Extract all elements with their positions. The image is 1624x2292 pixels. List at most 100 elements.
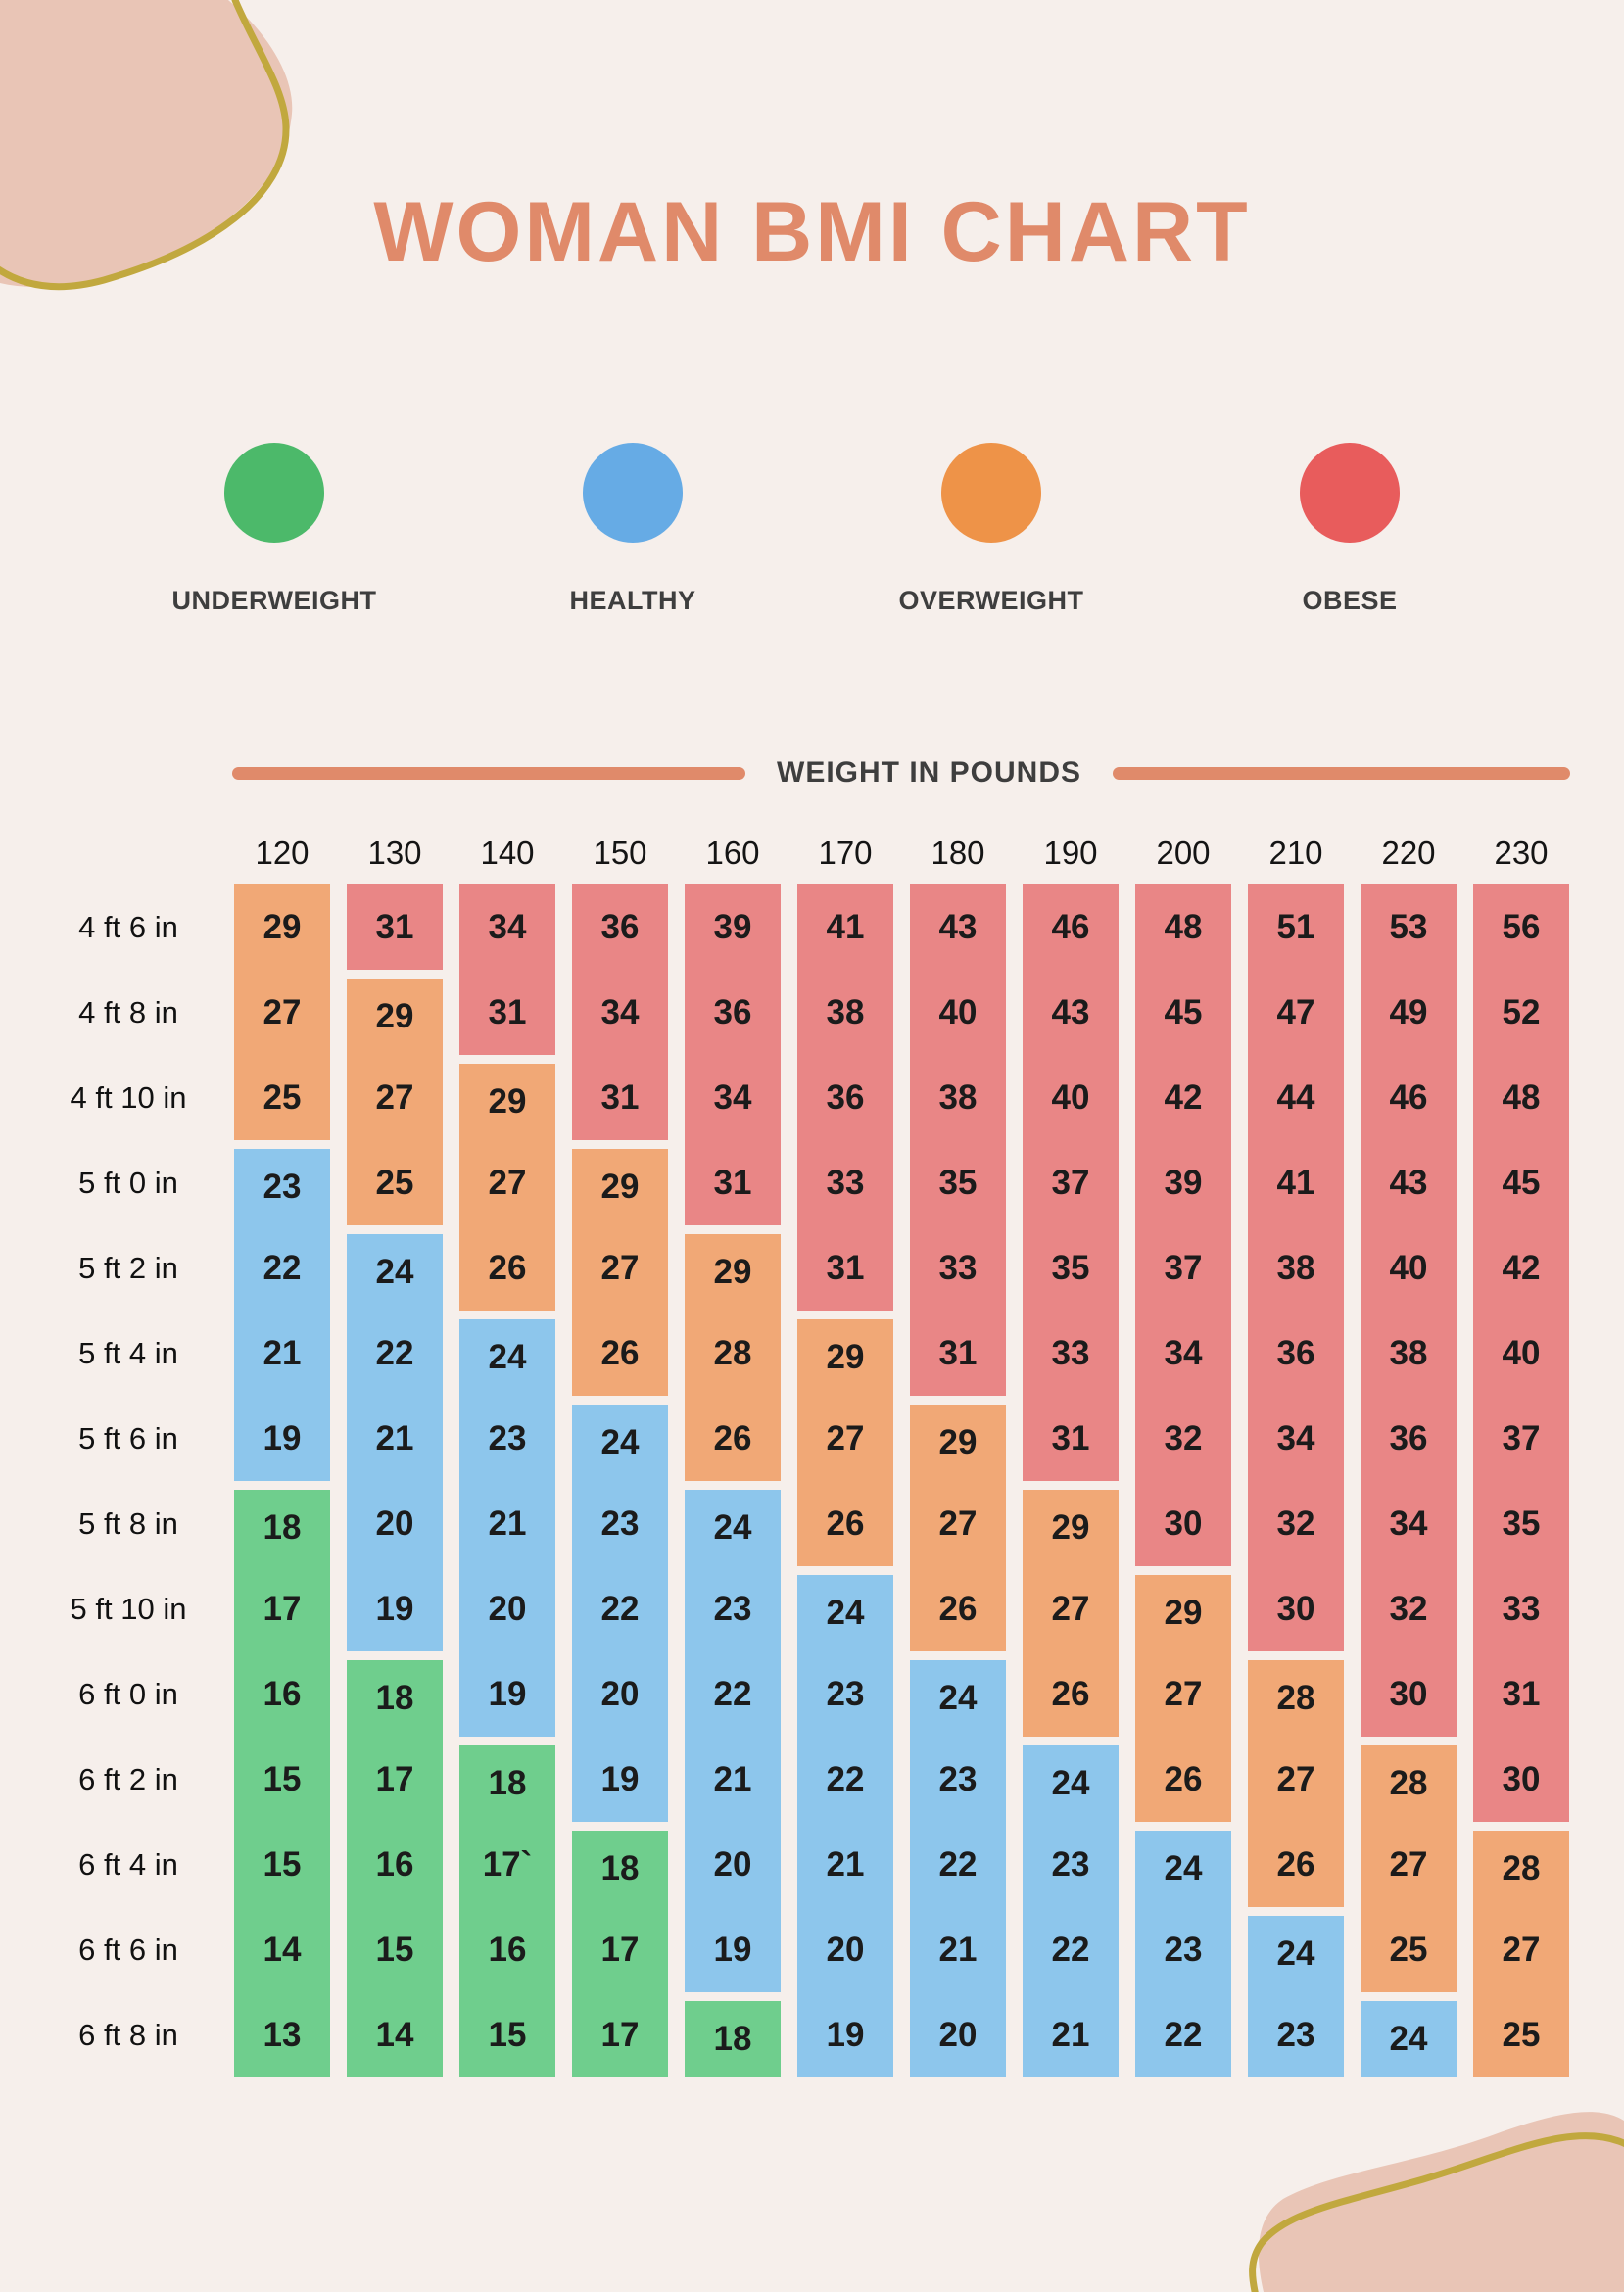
bmi-cell-6ft2in-200: 26	[1135, 1737, 1231, 1822]
bmi-cell-5ft10in-200: 29	[1135, 1566, 1231, 1651]
bmi-cell-6ft2in-140: 18	[459, 1737, 555, 1822]
col-header-220: 220	[1381, 834, 1436, 871]
obese-dot-icon	[1300, 443, 1400, 543]
bmi-cell-5ft8in-180: 27	[910, 1481, 1006, 1566]
bmi-cell-6ft2in-170: 22	[797, 1737, 893, 1822]
bmi-cell-4ft6in-180: 43	[910, 884, 1006, 970]
bmi-cell-5ft0in-130: 25	[347, 1140, 443, 1225]
bmi-cell-4ft10in-170: 36	[797, 1055, 893, 1140]
bmi-cell-4ft6in-190: 46	[1023, 884, 1119, 970]
bmi-cell-6ft0in-230: 31	[1473, 1651, 1569, 1737]
underweight-dot-icon	[224, 443, 324, 543]
bmi-cell-6ft0in-160: 22	[685, 1651, 781, 1737]
legend-label: OVERWEIGHT	[898, 586, 1084, 615]
legend-label: OBESE	[1302, 586, 1398, 615]
row-label-5ft2in: 5 ft 2 in	[78, 1250, 178, 1285]
weight-axis-label: WEIGHT IN POUNDS	[777, 756, 1082, 788]
bmi-cell-5ft8in-150: 23	[572, 1481, 668, 1566]
bmi-cell-5ft6in-190: 31	[1023, 1396, 1119, 1481]
bmi-cell-6ft4in-160: 20	[685, 1822, 781, 1907]
bmi-cell-5ft4in-160: 28	[685, 1311, 781, 1396]
bmi-cell-5ft4in-170: 29	[797, 1311, 893, 1396]
bmi-cell-5ft0in-210: 41	[1248, 1140, 1344, 1225]
bmi-cell-4ft10in-130: 27	[347, 1055, 443, 1140]
bmi-cell-5ft8in-170: 26	[797, 1481, 893, 1566]
bmi-cell-5ft0in-180: 35	[910, 1140, 1006, 1225]
bmi-cell-5ft8in-130: 20	[347, 1481, 443, 1566]
col-header-170: 170	[818, 834, 873, 871]
table-corner-spacer	[39, 821, 217, 884]
bmi-cell-6ft2in-120: 15	[234, 1737, 330, 1822]
row-label-6ft8in: 6 ft 8 in	[78, 2017, 178, 2052]
bmi-cell-6ft8in-140: 15	[459, 1992, 555, 2077]
bmi-cell-4ft8in-230: 52	[1473, 970, 1569, 1055]
weight-header-line-right	[1113, 766, 1570, 780]
bmi-cell-5ft0in-120: 23	[234, 1140, 330, 1225]
bmi-cell-5ft2in-230: 42	[1473, 1225, 1569, 1311]
bmi-cell-5ft0in-200: 39	[1135, 1140, 1231, 1225]
bmi-cell-5ft10in-160: 23	[685, 1566, 781, 1651]
bmi-cell-4ft6in-150: 36	[572, 884, 668, 970]
bmi-cell-5ft10in-210: 30	[1248, 1566, 1344, 1651]
bmi-cell-5ft2in-220: 40	[1361, 1225, 1457, 1311]
bmi-cell-4ft8in-220: 49	[1361, 970, 1457, 1055]
bmi-cell-6ft0in-150: 20	[572, 1651, 668, 1737]
bmi-cell-5ft10in-180: 26	[910, 1566, 1006, 1651]
bmi-table: 120 130 140 150 160 170 180 190 200 210 220 230 4 ft…	[39, 821, 1569, 2077]
bmi-cell-6ft8in-120: 13	[234, 1992, 330, 2077]
bmi-cell-6ft6in-120: 14	[234, 1907, 330, 1992]
bmi-cell-5ft10in-130: 19	[347, 1566, 443, 1651]
legend-item-healthy: HEALTHY	[510, 443, 755, 616]
page-title: WOMAN BMI CHART	[373, 185, 1251, 279]
bmi-cell-5ft4in-150: 26	[572, 1311, 668, 1396]
col-header-160: 160	[705, 834, 760, 871]
col-header-140: 140	[480, 834, 535, 871]
legend-item-obese: OBESE	[1227, 443, 1472, 616]
row-label-4ft8in: 4 ft 8 in	[78, 994, 178, 1029]
bmi-cell-4ft10in-210: 44	[1248, 1055, 1344, 1140]
legend-label: UNDERWEIGHT	[171, 586, 377, 615]
bmi-cell-6ft6in-180: 21	[910, 1907, 1006, 1992]
col-header-150: 150	[593, 834, 647, 871]
bmi-cell-5ft6in-140: 23	[459, 1396, 555, 1481]
bmi-cell-5ft2in-140: 26	[459, 1225, 555, 1311]
bmi-cell-6ft0in-120: 16	[234, 1651, 330, 1737]
bmi-cell-6ft4in-120: 15	[234, 1822, 330, 1907]
bmi-cell-6ft2in-230: 30	[1473, 1737, 1569, 1822]
bmi-cell-6ft2in-150: 19	[572, 1737, 668, 1822]
bmi-cell-5ft4in-210: 36	[1248, 1311, 1344, 1396]
bmi-cell-5ft10in-220: 32	[1361, 1566, 1457, 1651]
bmi-cell-6ft8in-230: 25	[1473, 1992, 1569, 2077]
row-label-4ft6in: 4 ft 6 in	[78, 909, 178, 944]
bmi-cell-6ft4in-170: 21	[797, 1822, 893, 1907]
bmi-cell-4ft8in-160: 36	[685, 970, 781, 1055]
bmi-cell-5ft2in-160: 29	[685, 1225, 781, 1311]
bmi-legend: UNDERWEIGHT HEALTHY OVERWEIGHT OBESE	[152, 443, 1472, 616]
bmi-cell-5ft8in-220: 34	[1361, 1481, 1457, 1566]
bmi-cell-5ft8in-190: 29	[1023, 1481, 1119, 1566]
bmi-cell-5ft6in-180: 29	[910, 1396, 1006, 1481]
bmi-cell-6ft6in-230: 27	[1473, 1907, 1569, 1992]
bmi-cell-4ft8in-210: 47	[1248, 970, 1344, 1055]
bmi-cell-6ft8in-160: 18	[685, 1992, 781, 2077]
bmi-cell-5ft2in-190: 35	[1023, 1225, 1119, 1311]
bmi-cell-6ft6in-210: 24	[1248, 1907, 1344, 1992]
bmi-cell-5ft4in-130: 22	[347, 1311, 443, 1396]
legend-item-underweight: UNDERWEIGHT	[152, 443, 397, 616]
bmi-cell-6ft2in-220: 28	[1361, 1737, 1457, 1822]
bmi-cell-4ft8in-140: 31	[459, 970, 555, 1055]
col-header-210: 210	[1268, 834, 1323, 871]
bmi-cell-4ft6in-230: 56	[1473, 884, 1569, 970]
bmi-cell-4ft8in-180: 40	[910, 970, 1006, 1055]
bmi-cell-5ft6in-230: 37	[1473, 1396, 1569, 1481]
bmi-cell-4ft6in-160: 39	[685, 884, 781, 970]
bmi-cell-6ft8in-220: 24	[1361, 1992, 1457, 2077]
bmi-cell-5ft0in-150: 29	[572, 1140, 668, 1225]
bmi-cell-5ft0in-220: 43	[1361, 1140, 1457, 1225]
col-header-130: 130	[367, 834, 422, 871]
bmi-cell-5ft2in-200: 37	[1135, 1225, 1231, 1311]
bmi-cell-6ft4in-150: 18	[572, 1822, 668, 1907]
bmi-cell-6ft8in-150: 17	[572, 1992, 668, 2077]
bmi-cell-6ft0in-130: 18	[347, 1651, 443, 1737]
